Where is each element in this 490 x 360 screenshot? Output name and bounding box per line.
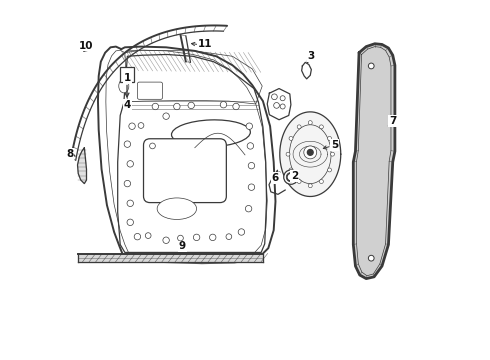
Circle shape [127, 219, 133, 226]
Circle shape [274, 103, 279, 108]
Circle shape [129, 123, 135, 130]
Circle shape [280, 96, 285, 101]
Polygon shape [280, 112, 341, 197]
Circle shape [124, 180, 131, 187]
Circle shape [289, 136, 293, 140]
Circle shape [368, 255, 374, 261]
Circle shape [233, 103, 239, 110]
Circle shape [220, 102, 227, 108]
Circle shape [177, 235, 183, 241]
Circle shape [280, 104, 285, 109]
FancyBboxPatch shape [144, 139, 226, 203]
Polygon shape [77, 148, 87, 184]
Text: 9: 9 [179, 241, 186, 251]
Circle shape [308, 184, 312, 188]
Polygon shape [125, 50, 262, 104]
Circle shape [245, 206, 252, 212]
Circle shape [127, 200, 133, 207]
Circle shape [149, 143, 155, 149]
Circle shape [124, 103, 131, 110]
Circle shape [146, 233, 151, 238]
Circle shape [289, 175, 294, 180]
Ellipse shape [157, 198, 196, 220]
Circle shape [163, 237, 170, 243]
Text: 4: 4 [123, 100, 131, 110]
Circle shape [327, 136, 332, 140]
Circle shape [297, 125, 301, 129]
Circle shape [319, 180, 323, 184]
Circle shape [327, 168, 332, 172]
Circle shape [319, 125, 323, 129]
FancyBboxPatch shape [120, 67, 134, 82]
Text: 11: 11 [198, 40, 213, 49]
Circle shape [194, 234, 200, 240]
Circle shape [307, 149, 313, 155]
Circle shape [248, 184, 255, 190]
Circle shape [134, 233, 141, 240]
Text: 3: 3 [308, 51, 315, 61]
Circle shape [284, 170, 298, 184]
Circle shape [271, 94, 277, 100]
Circle shape [286, 172, 295, 182]
Text: 2: 2 [291, 171, 298, 181]
Circle shape [173, 103, 180, 110]
Text: 1: 1 [124, 73, 131, 83]
Circle shape [368, 63, 374, 69]
Circle shape [238, 229, 245, 235]
Circle shape [138, 123, 144, 129]
Text: 10: 10 [79, 41, 94, 50]
Circle shape [247, 143, 254, 149]
Circle shape [226, 234, 232, 239]
Ellipse shape [119, 79, 129, 93]
Circle shape [127, 161, 133, 167]
FancyBboxPatch shape [137, 82, 163, 99]
Polygon shape [267, 89, 291, 120]
Circle shape [297, 180, 301, 184]
Text: 8: 8 [66, 149, 74, 159]
Circle shape [210, 234, 216, 240]
Circle shape [286, 152, 290, 156]
Circle shape [152, 103, 159, 110]
Circle shape [124, 141, 131, 147]
Circle shape [163, 113, 170, 120]
Circle shape [304, 146, 317, 159]
Text: 7: 7 [389, 116, 396, 126]
Polygon shape [302, 62, 311, 79]
Text: 6: 6 [272, 173, 279, 183]
Circle shape [248, 162, 255, 169]
Text: 5: 5 [331, 140, 338, 150]
Circle shape [188, 102, 195, 109]
Ellipse shape [172, 120, 250, 147]
Polygon shape [353, 44, 395, 279]
Circle shape [308, 121, 312, 125]
Circle shape [246, 123, 252, 130]
Circle shape [289, 168, 293, 172]
Circle shape [331, 152, 335, 156]
